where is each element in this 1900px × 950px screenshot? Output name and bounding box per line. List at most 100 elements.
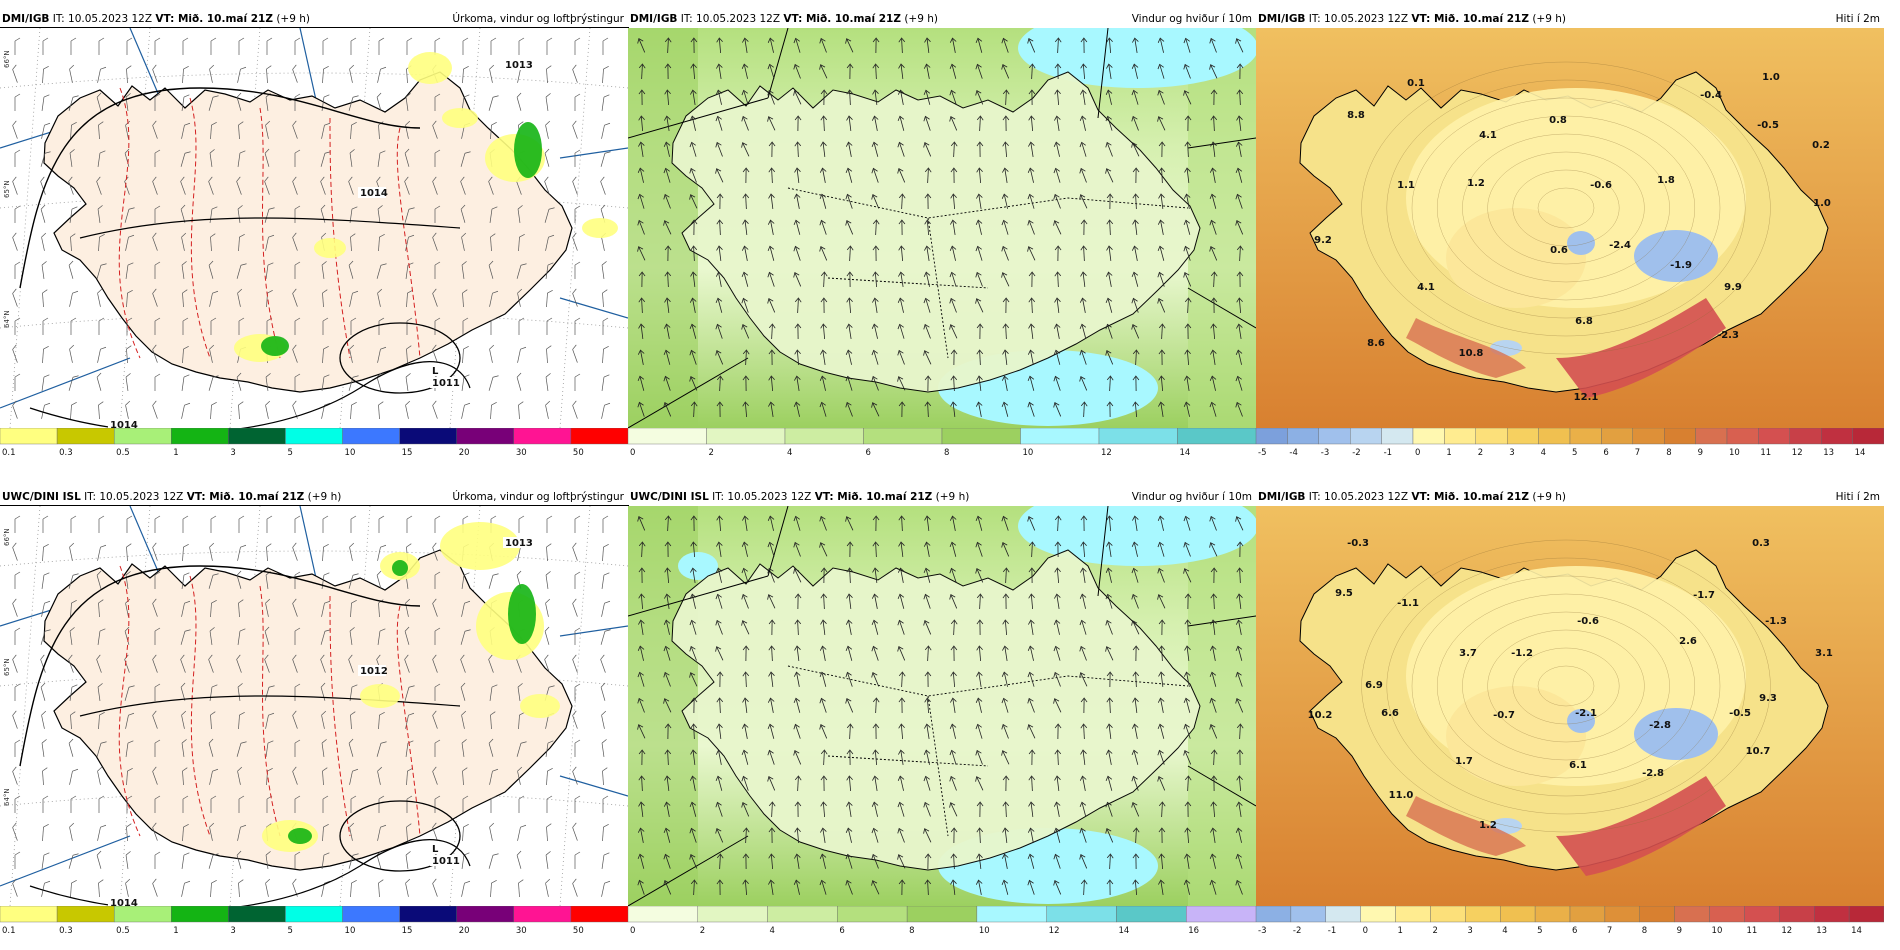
- wind-arrow: [664, 245, 672, 262]
- wind-barb: [12, 176, 18, 195]
- wind-arrow: [1053, 141, 1061, 157]
- wind-barb: [181, 600, 191, 617]
- wind-arrow: [923, 89, 931, 105]
- wind-arrow: [689, 619, 697, 635]
- wind-arrow: [1157, 298, 1166, 313]
- panel-run-info: DMI/IGB IT: 10.05.2023 12Z VT: Mið. 10.m…: [1258, 10, 1566, 28]
- wind-barb: [208, 95, 219, 111]
- wind-barb: [404, 207, 415, 223]
- wind-arrow: [1027, 827, 1035, 843]
- wind-barb: [98, 317, 105, 335]
- colorbar-tick: 2: [1432, 926, 1437, 936]
- wind-arrow: [871, 323, 879, 339]
- wind-barb: [68, 176, 74, 195]
- wind-barb: [12, 598, 18, 617]
- colorbar-swatch: [941, 428, 1021, 445]
- wind-barb: [98, 401, 104, 420]
- wind-arrow: [1079, 645, 1087, 661]
- model-name: DMI/IGB: [2, 13, 50, 25]
- wind-barb: [490, 122, 497, 140]
- wind-arrow: [923, 63, 931, 79]
- wind-barb: [461, 572, 470, 589]
- wind-arrow: [924, 515, 931, 531]
- wind-arrow: [1027, 167, 1035, 183]
- wind-barb: [181, 122, 191, 139]
- wind-arrow: [768, 167, 776, 184]
- wind-arrow: [742, 879, 749, 896]
- wind-arrow: [1106, 401, 1114, 418]
- wind-arrow: [819, 401, 827, 417]
- wind-barb: [572, 64, 578, 83]
- wind-barb: [321, 94, 330, 111]
- wind-arrow: [1235, 516, 1244, 531]
- wind-arrow: [1001, 723, 1009, 739]
- wind-barb: [12, 542, 18, 561]
- wind-arrow: [768, 801, 776, 818]
- wind-arrow: [638, 323, 645, 339]
- wind-barb: [461, 739, 467, 757]
- wind-arrow: [663, 880, 672, 895]
- wind-arrow: [1236, 567, 1244, 584]
- wind-arrow: [1158, 141, 1166, 158]
- colorbar-swatch: [1381, 428, 1414, 445]
- wind-barb: [488, 853, 499, 869]
- lead-time: (+9 h): [935, 491, 970, 503]
- wind-barb: [489, 822, 495, 841]
- temperature-value: -0.4: [1700, 90, 1722, 101]
- wind-arrow: [923, 828, 932, 843]
- wind-barb: [40, 682, 46, 701]
- wind-barb: [210, 795, 217, 813]
- wind-arrow: [767, 594, 776, 609]
- wind-arrow: [1002, 801, 1010, 818]
- wind-barb: [238, 515, 245, 533]
- wind-barb: [12, 878, 18, 897]
- wind-arrow: [1209, 246, 1218, 261]
- wind-barb: [182, 824, 189, 842]
- wind-arrow: [846, 593, 853, 609]
- wind-barb: [236, 263, 247, 279]
- wind-arrow: [767, 245, 775, 261]
- wind-arrow: [1054, 749, 1062, 766]
- wind-barb: [40, 204, 46, 223]
- isobar-label: 1014: [110, 420, 138, 428]
- wind-barb: [41, 739, 47, 757]
- colorbar-swatch: [1098, 428, 1178, 445]
- wind-arrow: [1132, 645, 1140, 662]
- wind-barb: [70, 795, 77, 813]
- wind-arrow: [950, 619, 958, 636]
- wind-arrow: [716, 723, 723, 739]
- wind-arrow: [793, 879, 801, 895]
- wind-arrow: [663, 402, 672, 417]
- wind-arrow: [1053, 323, 1061, 339]
- wind-arrow: [1053, 853, 1061, 869]
- wind-arrow: [950, 697, 957, 713]
- colorbar-swatch: [1360, 906, 1396, 923]
- wind-barb: [545, 740, 554, 757]
- wind-barb: [349, 149, 355, 167]
- wind-arrow: [1080, 219, 1088, 236]
- temperature-value: -2.3: [1717, 330, 1739, 341]
- colorbar-tick: 14: [1118, 926, 1129, 936]
- wind-arrow: [1053, 375, 1061, 391]
- wind-arrow: [689, 297, 697, 313]
- temperature-value: 1.7: [1455, 756, 1473, 767]
- temperature-value: 10.8: [1459, 348, 1484, 359]
- wind-arrow: [1184, 141, 1192, 158]
- wind-barb: [152, 878, 158, 897]
- colorbar-tick: 3: [1509, 448, 1514, 458]
- wind-arrow: [1131, 89, 1139, 105]
- colorbar-swatch: [1758, 428, 1790, 445]
- wind-barb: [12, 344, 18, 363]
- panel-header: DMI/IGB IT: 10.05.2023 12Z VT: Mið. 10.m…: [1256, 488, 1884, 506]
- colorbar-swatch: [1569, 428, 1602, 445]
- island-outline: [671, 71, 1201, 393]
- wind-arrow: [716, 245, 723, 261]
- wind-arrow: [975, 271, 983, 287]
- temperature-value: 1.0: [1813, 198, 1831, 209]
- wind-barb: [42, 767, 48, 786]
- wind-arrow: [1184, 801, 1192, 818]
- wind-barb: [209, 149, 215, 167]
- wind-barb: [574, 683, 581, 701]
- colorbar-tick: 8: [1642, 926, 1647, 936]
- wind-barb: [266, 37, 273, 55]
